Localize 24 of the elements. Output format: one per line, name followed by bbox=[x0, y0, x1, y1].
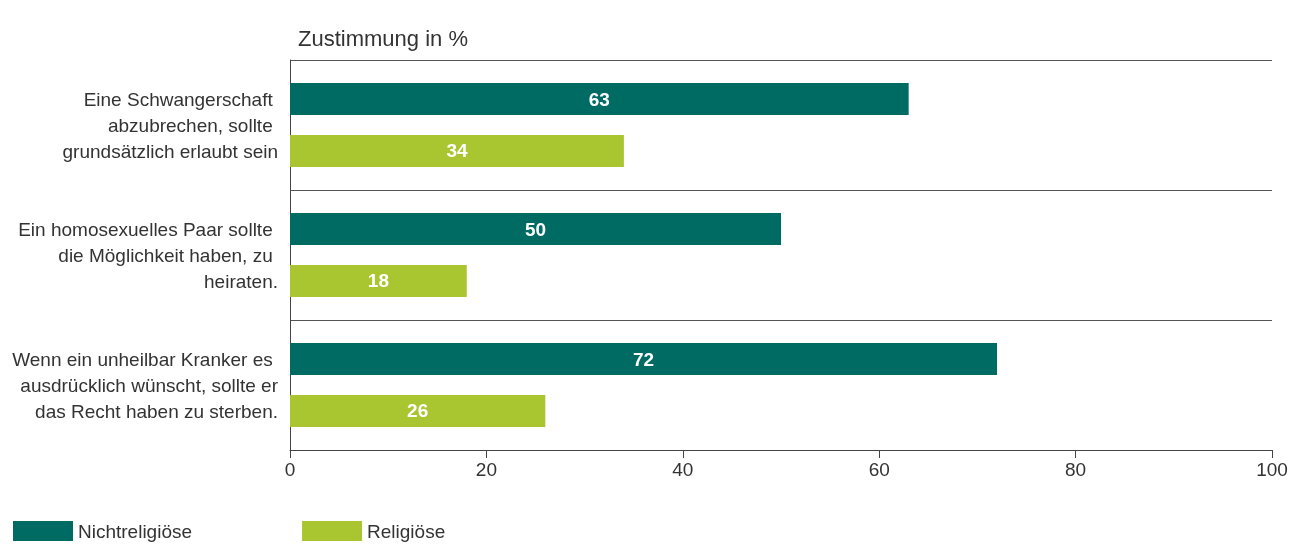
bar bbox=[290, 343, 998, 376]
x-tick-label: 0 bbox=[284, 459, 296, 480]
data-label: 18 bbox=[367, 270, 389, 292]
x-tick-label: 60 bbox=[868, 459, 890, 480]
legend-label: Nichtreligiöse bbox=[78, 520, 193, 542]
x-tick-label: 100 bbox=[1256, 459, 1288, 480]
x-tick-label: 40 bbox=[672, 459, 694, 480]
y-tick-label: Wenn ein unheilbar Kranker es ausdrücklich wünscht, sollte er das Recht haben zu sterben. bbox=[12, 348, 279, 422]
y-tick-label: Ein homosexuelles Paar sollte die Möglichkeit haben, zu heiraten. bbox=[18, 218, 278, 292]
x-tick-label: 20 bbox=[475, 459, 497, 480]
x-tick-label: 80 bbox=[1065, 459, 1087, 480]
bar bbox=[290, 213, 781, 246]
bar bbox=[290, 264, 467, 297]
bar bbox=[290, 134, 624, 167]
data-label: 34 bbox=[446, 140, 468, 162]
bar bbox=[290, 83, 909, 116]
data-label: 50 bbox=[524, 218, 547, 240]
legend-label: Religiöse bbox=[367, 520, 446, 542]
data-label: 63 bbox=[588, 88, 610, 110]
bar bbox=[290, 394, 546, 427]
y-tick-label: Eine Schwangerschaft abzubrechen, sollte grundsätzlich erlaubt sein bbox=[62, 88, 278, 162]
data-label: 72 bbox=[632, 348, 655, 370]
data-label: 26 bbox=[407, 400, 429, 422]
chart-title: Zustimmung in % bbox=[298, 25, 468, 51]
